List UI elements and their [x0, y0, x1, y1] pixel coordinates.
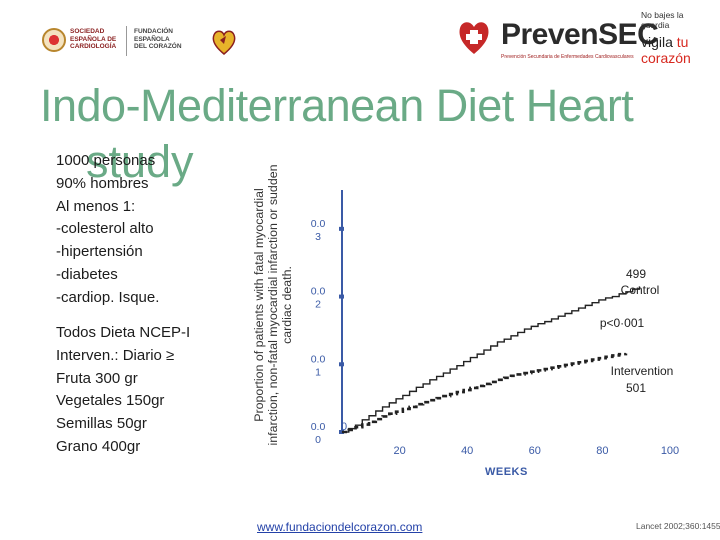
page-title-line2: study — [86, 136, 194, 187]
y-tick-label: 0.0 — [311, 286, 326, 298]
footer-reference: Lancet 2002;360:1455-61 — [636, 521, 720, 531]
y-tick-mark — [339, 362, 344, 367]
control-n-label: 499 — [626, 267, 646, 281]
y-tick-label: 0.0 — [311, 353, 326, 365]
slogan-small: No bajes la guardia — [641, 10, 684, 30]
x-tick-label: 80 — [596, 445, 608, 457]
y-tick-label: 2 — [315, 299, 321, 311]
prevensec-title: PrevenSEC — [501, 18, 659, 52]
heart-icon — [212, 30, 236, 55]
series-line-intervention — [342, 352, 628, 434]
intervention-n-label: 501 — [626, 381, 646, 395]
y-tick-label: 0 — [315, 434, 321, 446]
y-tick-label: 1 — [315, 366, 321, 378]
x-tick-label: 0 — [341, 421, 347, 433]
list-item: 1000 personas — [56, 152, 156, 169]
slogan-tu: tu — [676, 34, 689, 50]
chart-x-axis-label: WEEKS — [485, 466, 528, 478]
y-tick-label: 3 — [315, 231, 321, 243]
chart-y-axis-label: Proportion of patients with fatal myocar… — [252, 164, 294, 446]
sec-fundacion-logo: SOCIEDAD ESPAÑOLA DE CARDIOLOGÍA FUNDACI… — [42, 22, 236, 62]
kaplan-meier-chart: 0.0 0 0.0 1 0.0 2 0.0 3 0 20 40 60 80 100 499 Control p<… — [300, 150, 700, 470]
list-item: 90% hombres — [56, 174, 149, 192]
series-line-control — [342, 286, 641, 433]
list-item: -diabetes — [56, 265, 118, 283]
y-tick-label: 0.0 — [311, 218, 326, 230]
logo-divider — [126, 26, 127, 56]
x-tick-label: 100 — [661, 445, 679, 457]
intervention-label: Intervention — [611, 364, 674, 378]
slogan-vigila: vigila — [641, 34, 673, 50]
sec-logo-text: SOCIEDAD ESPAÑOLA DE CARDIOLOGÍA — [70, 28, 117, 50]
pvalue-label: p<0·001 — [600, 316, 645, 330]
y-tick-mark — [339, 294, 344, 299]
page-title: Indo-Mediterranean Diet Heart — [40, 80, 634, 131]
prevensec-title-part2: SEC — [598, 18, 659, 51]
list-item: Interven.: Diario ≥ — [56, 346, 175, 364]
y-tick-mark — [339, 226, 344, 231]
prevensec-subtitle: Prevención Secundaria de Enfermedades Ca… — [501, 54, 634, 60]
slogan-line1: vigila tu — [641, 34, 703, 50]
x-tick-label: 20 — [393, 445, 405, 457]
footer-website-link[interactable]: www.fundaciondelcorazon.com — [257, 520, 423, 534]
list-item: -colesterol alto — [56, 220, 154, 238]
list-item: -hipertensión — [56, 243, 143, 261]
slogan-line2: corazón — [641, 50, 691, 66]
list-item: Semillas 50gr — [56, 415, 147, 433]
list-item: Al menos 1: — [56, 197, 136, 215]
control-label: Control — [621, 283, 660, 297]
prevensec-title-part1: Preven — [501, 18, 599, 51]
slogan: No bajes la guardia vigila tu corazón — [641, 10, 703, 66]
diet-intervention-list: Todos Dieta NCEP-I Interven.: Diario ≥ F… — [56, 322, 246, 459]
study-population-list: 1000 personas 90% hombres Al menos 1: -c… — [56, 150, 246, 310]
list-item: -cardiop. Isque. — [56, 288, 160, 306]
prevensec-heart-icon — [459, 22, 489, 54]
list-item: Todos Dieta NCEP-I — [56, 324, 191, 341]
list-item: Vegetales 150gr — [56, 392, 165, 410]
y-tick-label: 0.0 — [311, 421, 326, 433]
prevensec-logo: PrevenSEC Prevención Secundaria de Enfer… — [455, 10, 715, 70]
fundacion-logo-text: FUNDACIÓN ESPAÑOLA DEL CORAZÓN — [134, 28, 182, 50]
x-tick-label: 60 — [529, 445, 541, 457]
list-item: Fruta 300 gr — [56, 369, 138, 387]
list-item: Grano 400gr — [56, 437, 141, 455]
y-tick-mark — [339, 430, 344, 434]
sec-seal-icon — [42, 28, 66, 52]
x-tick-label: 40 — [461, 445, 473, 457]
